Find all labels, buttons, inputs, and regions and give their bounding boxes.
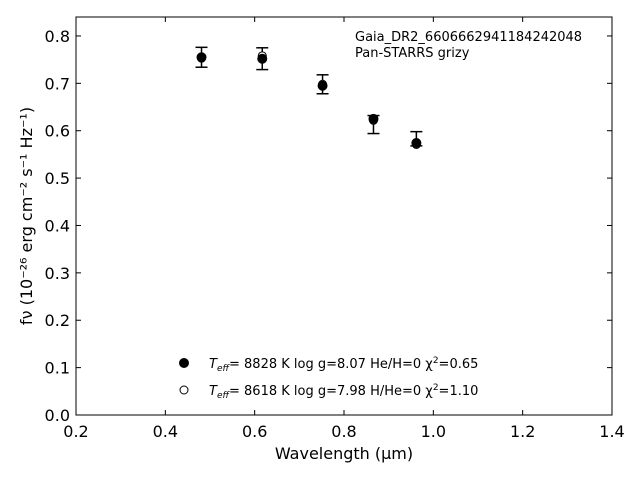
y-tick-label: 0.6 <box>45 122 70 141</box>
legend-entry: Teff= 8618 K log g=7.98 H/He=0 χ2=1.10 <box>209 383 478 401</box>
x-tick-label: 0.8 <box>331 422 356 441</box>
axis-ticks: 0.2 0.4 0.6 0.8 1.0 1.2 1.4 0.0 0.1 0.2 0.3 0.4 0.5 0… <box>45 17 625 441</box>
y-tick-label: 0.1 <box>45 359 70 378</box>
x-tick-label: 1.2 <box>510 422 535 441</box>
model-point-filled <box>411 138 422 149</box>
legend-marker <box>179 358 189 368</box>
legend-marker <box>179 385 189 395</box>
y-axis-label: fν (10⁻²⁶ erg cm⁻² s⁻¹ Hz⁻¹) <box>17 107 36 325</box>
legend-entry: Teff= 8828 K log g=8.07 He/H=0 χ2=0.65 <box>209 356 478 374</box>
legend: Teff= 8828 K log g=8.07 He/H=0 χ2=0.65 Te… <box>179 356 478 401</box>
annotation-line: Gaia_DR2_6606662941184242048 <box>355 30 582 45</box>
data-points <box>195 46 423 149</box>
model-point-filled <box>368 113 379 124</box>
x-tick-label: 0.2 <box>63 422 88 441</box>
y-tick-label: 0.2 <box>45 311 70 330</box>
x-axis-label: Wavelength (μm) <box>275 444 413 463</box>
y-tick-label: 0.7 <box>45 74 70 93</box>
annotation-line: Pan-STARRS grizy <box>355 46 470 61</box>
x-tick-label: 0.6 <box>242 422 267 441</box>
y-tick-label: 0.3 <box>45 264 70 283</box>
model-point-filled <box>196 52 207 63</box>
plot-frame <box>75 16 613 416</box>
model-point-filled <box>257 53 268 64</box>
y-tick-label: 0.4 <box>45 216 70 235</box>
x-tick-label: 1.0 <box>421 422 446 441</box>
model-point-filled <box>317 80 328 91</box>
x-tick-label: 0.4 <box>153 422 178 441</box>
y-tick-label: 0.8 <box>45 27 70 46</box>
x-tick-label: 1.4 <box>599 422 624 441</box>
y-tick-label: 0.5 <box>45 169 70 188</box>
y-tick-label: 0.0 <box>45 406 70 425</box>
